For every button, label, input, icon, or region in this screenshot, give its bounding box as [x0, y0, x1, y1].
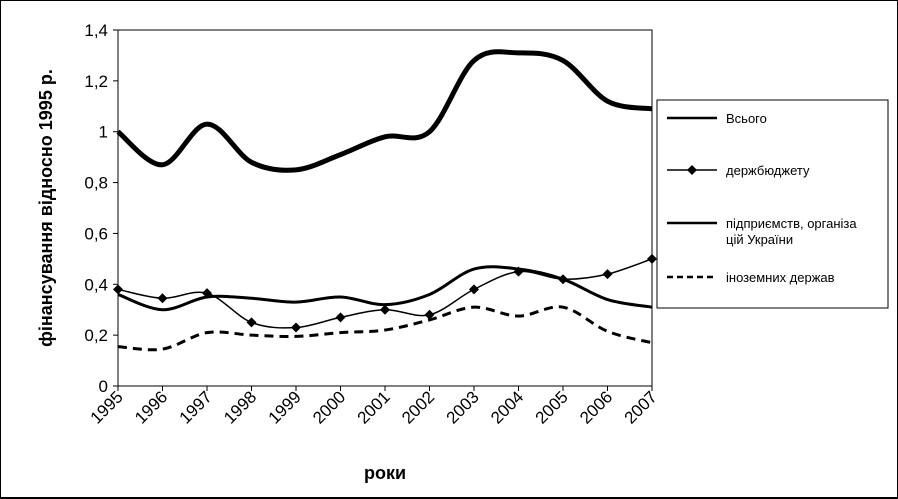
- data-point-marker: [291, 322, 301, 333]
- data-point-marker: [647, 253, 657, 264]
- x-tick-label: 2001: [354, 387, 394, 427]
- x-tick-label: 2004: [487, 387, 527, 427]
- series-line-1: [116, 49, 653, 173]
- y-tick-label: 0,4: [84, 275, 108, 294]
- legend-label: цій України: [726, 232, 793, 247]
- series-line-3: [117, 265, 653, 312]
- data-point-marker: [380, 304, 390, 315]
- data-point-marker: [602, 269, 613, 280]
- legend-label: іноземних держав: [726, 270, 835, 285]
- y-tick-label: 0,8: [84, 174, 108, 193]
- x-tick-label: 2007: [621, 387, 661, 427]
- y-tick-label: 0: [99, 377, 108, 396]
- y-tick-label: 0,2: [84, 326, 108, 345]
- x-tick-label: 2000: [309, 387, 349, 427]
- x-tick-label: 2005: [532, 387, 572, 427]
- data-point-marker: [424, 309, 435, 320]
- x-tick-label: 1995: [87, 387, 127, 427]
- x-tick-label: 1999: [265, 387, 305, 427]
- y-tick-label: 1,2: [84, 72, 108, 91]
- x-axis-title: роки: [364, 463, 406, 483]
- data-point-marker: [246, 317, 257, 328]
- plot-area: [117, 29, 653, 387]
- legend-label: держбюджету: [726, 163, 810, 178]
- series-line-4: [117, 305, 653, 352]
- x-tick-label: 1997: [176, 387, 216, 427]
- data-point-marker: [157, 293, 168, 304]
- data-point-marker: [335, 312, 346, 323]
- y-tick-label: 0,6: [84, 224, 108, 243]
- x-tick-label: 1998: [220, 387, 260, 427]
- y-axis-title: фінансування відносно 1995 р.: [36, 69, 56, 347]
- data-point-marker: [469, 284, 479, 295]
- legend-box: [656, 99, 889, 309]
- series-line-2: [117, 258, 653, 329]
- legend-diamond-marker: [687, 165, 697, 175]
- y-tick-label: 1: [99, 123, 108, 142]
- x-tick-label: 2006: [576, 387, 616, 427]
- legend-label: підприємств, організа: [726, 216, 857, 231]
- x-tick-label: 2002: [398, 387, 438, 427]
- legend-label: Всього: [726, 111, 767, 126]
- y-tick-label: 1,4: [84, 21, 108, 40]
- x-tick-label: 2003: [443, 387, 483, 427]
- x-tick-label: 1996: [131, 387, 171, 427]
- data-point-marker: [113, 284, 123, 295]
